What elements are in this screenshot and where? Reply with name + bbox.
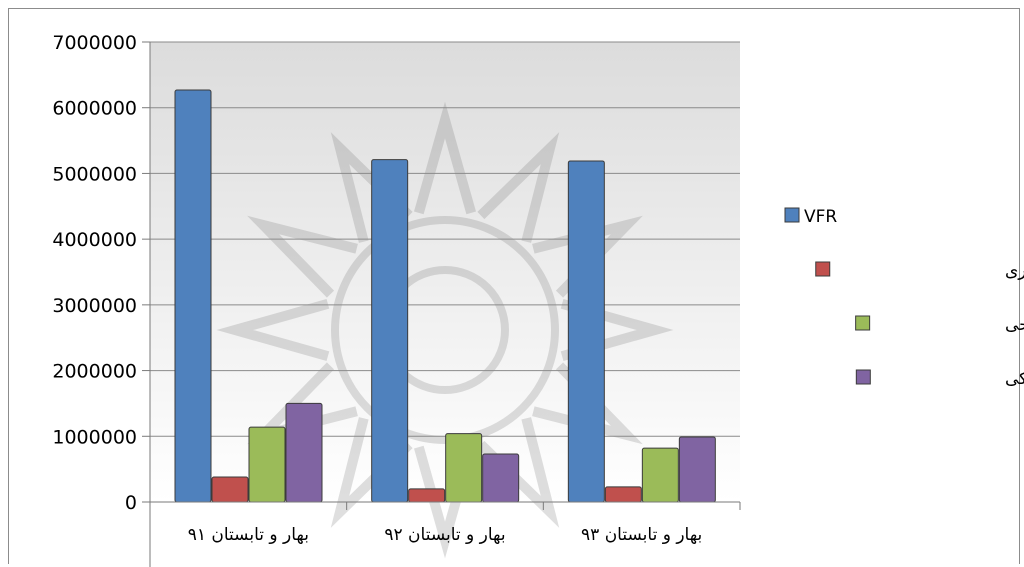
bar-4-2 <box>482 453 520 503</box>
legend-swatch <box>815 261 831 277</box>
legend-label: گردشگری تجاری- اداری <box>1005 260 1024 281</box>
legend-label: گردشگری تفریحی <box>1005 314 1024 335</box>
y-tick-label: 1000000 <box>52 426 137 448</box>
plot-area <box>150 42 740 502</box>
bar-2-2 <box>408 488 446 503</box>
y-tick-label: 3000000 <box>52 295 137 317</box>
bar-1-2 <box>371 159 409 503</box>
legend-label: VFR <box>804 207 837 227</box>
bar-4-3 <box>678 436 716 503</box>
y-tick-label: 2000000 <box>52 361 137 383</box>
bar-3-1 <box>248 426 286 503</box>
bar-2-3 <box>604 486 642 503</box>
legend-swatch <box>855 315 871 331</box>
bar-4-1 <box>285 402 323 503</box>
y-tick-label: 0 <box>125 492 137 514</box>
y-tick-label: 6000000 <box>52 98 137 120</box>
legend: VFR گردشگری تجاری- اداری گردشگری تفریحی گرد… <box>784 207 1024 389</box>
y-tick-label: 4000000 <box>52 229 137 251</box>
bar-2-1 <box>211 476 249 503</box>
bar-1-1 <box>174 89 212 503</box>
legend-label: گردشگری پزشکی <box>1005 368 1024 389</box>
y-tick-label: 7000000 <box>52 32 137 54</box>
x-tick-label: بهار و تابستان ۹۲ <box>384 525 505 545</box>
chart-frame <box>8 8 1020 564</box>
y-tick-label: 5000000 <box>52 163 137 185</box>
legend-swatch <box>784 207 800 223</box>
bar-3-3 <box>641 447 679 503</box>
bar-1-3 <box>567 160 605 503</box>
x-tick-label: بهار و تابستان ۹۳ <box>581 525 702 545</box>
legend-swatch <box>855 369 871 385</box>
bar-3-2 <box>445 433 483 503</box>
x-tick-label: بهار و تابستان ۹۱ <box>188 525 309 545</box>
